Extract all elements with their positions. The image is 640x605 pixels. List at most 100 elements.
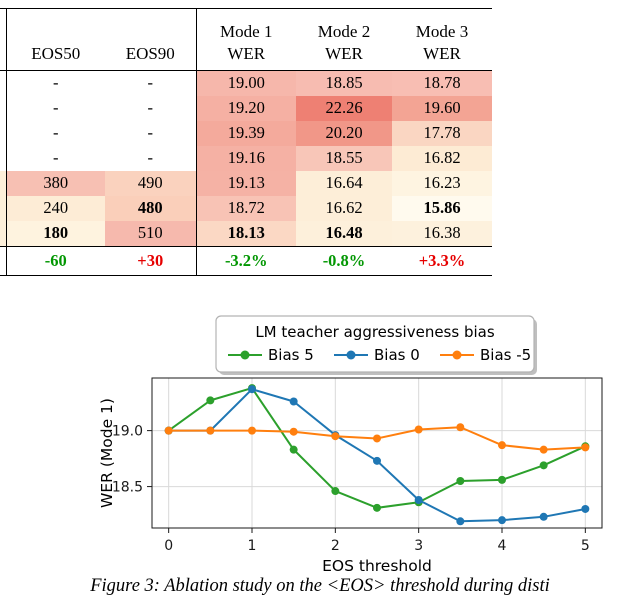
table-cell: -60 xyxy=(6,246,105,276)
legend-entry-label: Bias 0 xyxy=(374,346,420,364)
legend-entry-label: Bias 5 xyxy=(268,346,314,364)
data-point xyxy=(581,504,590,513)
plot-frame xyxy=(151,377,603,529)
table-cell: 17.78 xyxy=(392,121,492,146)
table-cell: - xyxy=(147,98,154,118)
column-header: EOS90 xyxy=(105,8,196,71)
data-point xyxy=(456,476,465,485)
table-cell: 18.55 xyxy=(296,146,392,171)
legend-title: LM teacher aggressiveness bias xyxy=(255,323,495,341)
data-point xyxy=(206,396,215,405)
table-cell: 16.64 xyxy=(296,171,392,196)
table-cell: 18.78 xyxy=(392,70,492,96)
table-row: 240 480 18.72 16.62 15.86 xyxy=(0,196,492,221)
data-point xyxy=(414,496,423,505)
column-header: Mode 1 WER xyxy=(195,8,296,71)
table-cell: 180 xyxy=(6,221,105,247)
y-tick-label: 19.0 xyxy=(112,424,143,440)
x-tick-label: 0 xyxy=(164,538,173,554)
x-tick-label: 5 xyxy=(581,538,590,554)
data-point xyxy=(414,425,423,434)
data-point xyxy=(581,443,590,452)
table-cell: 16.48 xyxy=(296,221,392,247)
column-header: Mode 2 WER xyxy=(296,8,392,71)
table-cell: 19.20 xyxy=(195,96,296,121)
table-cell xyxy=(0,246,7,276)
data-point xyxy=(331,487,340,496)
y-tick-label: 18.5 xyxy=(112,480,143,496)
data-point xyxy=(164,426,173,435)
table-cell: 19.39 xyxy=(195,121,296,146)
results-table-section: EOS50 EOS90 Mode 1 WER Mode 2 WER Mode 3 WER - -1… xyxy=(0,8,640,276)
table-cell: 22.26 xyxy=(296,96,392,121)
table-cell xyxy=(0,121,7,146)
column-header: Mode 3 WER xyxy=(392,8,492,71)
table-cell: 16.82 xyxy=(392,146,492,171)
data-point xyxy=(373,456,381,465)
table-cell: - xyxy=(53,73,59,93)
table-cell: 16.62 xyxy=(296,196,392,221)
data-point xyxy=(248,426,256,435)
data-point xyxy=(539,461,548,470)
x-tick-label: 1 xyxy=(248,538,257,554)
legend-entry-label: Bias -5 xyxy=(480,346,531,364)
table-cell: 16.23 xyxy=(392,171,492,196)
table-cell: 18.85 xyxy=(296,70,392,96)
header-row: EOS50 EOS90 Mode 1 WER Mode 2 WER Mode 3 WER xyxy=(0,8,492,71)
x-tick-label: 2 xyxy=(331,538,340,554)
figure-caption: Figure 3: Ablation study on the <EOS> th… xyxy=(90,576,550,596)
table-cell: -0.8% xyxy=(296,246,392,276)
table-cell: 510 xyxy=(105,221,196,247)
series-line xyxy=(168,388,586,523)
wer-line-chart: 0 1 2 3 4 5 18.5 19.0 EOS threshold WER (Mode 1) L… xyxy=(98,315,603,573)
table-cell: 240 xyxy=(6,196,105,221)
table-cell: 490 xyxy=(105,171,196,196)
table-cell: - xyxy=(147,73,154,93)
data-point xyxy=(331,432,340,441)
legend-sample-marker xyxy=(452,350,462,360)
table-cell: - xyxy=(53,148,59,168)
legend-sample-marker xyxy=(346,350,356,360)
data-point xyxy=(289,397,298,406)
data-point xyxy=(373,434,381,443)
data-point xyxy=(498,516,506,525)
x-axis-label: EOS threshold xyxy=(322,557,432,573)
data-point xyxy=(248,385,256,394)
data-point xyxy=(373,503,381,512)
data-point xyxy=(539,445,548,454)
table-cell: 480 xyxy=(105,196,196,221)
table-cell: 19.13 xyxy=(195,171,296,196)
column-header xyxy=(0,8,7,71)
table-cell xyxy=(0,96,7,121)
data-point xyxy=(539,512,548,521)
y-axis-label: WER (Mode 1) xyxy=(98,398,116,508)
table-cell xyxy=(0,221,7,247)
table-cell: +3.3% xyxy=(392,246,492,276)
table-cell: - xyxy=(53,98,59,118)
table-cell: - xyxy=(53,123,59,143)
legend-sample-marker xyxy=(240,350,250,360)
table-cell: - xyxy=(147,148,154,168)
table-cell xyxy=(0,70,7,96)
table-cell: 20.20 xyxy=(296,121,392,146)
table-cell: 18.13 xyxy=(195,221,296,247)
table-cell: 19.60 xyxy=(392,96,492,121)
data-point xyxy=(289,445,298,454)
x-tick-label: 4 xyxy=(498,538,507,554)
table-cell: 15.86 xyxy=(392,196,492,221)
table-row: 380 490 19.13 16.64 16.23 xyxy=(0,171,492,196)
table-cell xyxy=(0,171,7,196)
table-cell: 19.00 xyxy=(195,70,296,96)
table-cell xyxy=(0,196,7,221)
table-cell: 18.72 xyxy=(195,196,296,221)
table-row: - - 19.20 22.26 19.60 xyxy=(0,96,492,121)
data-point xyxy=(289,427,298,436)
wer-results-table: EOS50 EOS90 Mode 1 WER Mode 2 WER Mode 3 WER - -1… xyxy=(0,8,492,276)
table-cell: 19.16 xyxy=(195,146,296,171)
delta-row: -60 +30 -3.2% -0.8% +3.3% xyxy=(0,246,492,276)
table-cell: +30 xyxy=(105,246,196,276)
column-header: EOS50 xyxy=(6,8,105,71)
data-point xyxy=(456,517,465,526)
table-row: - - 19.16 18.55 16.82 xyxy=(0,146,492,171)
table-row: - - 19.00 18.85 18.78 xyxy=(0,70,492,96)
